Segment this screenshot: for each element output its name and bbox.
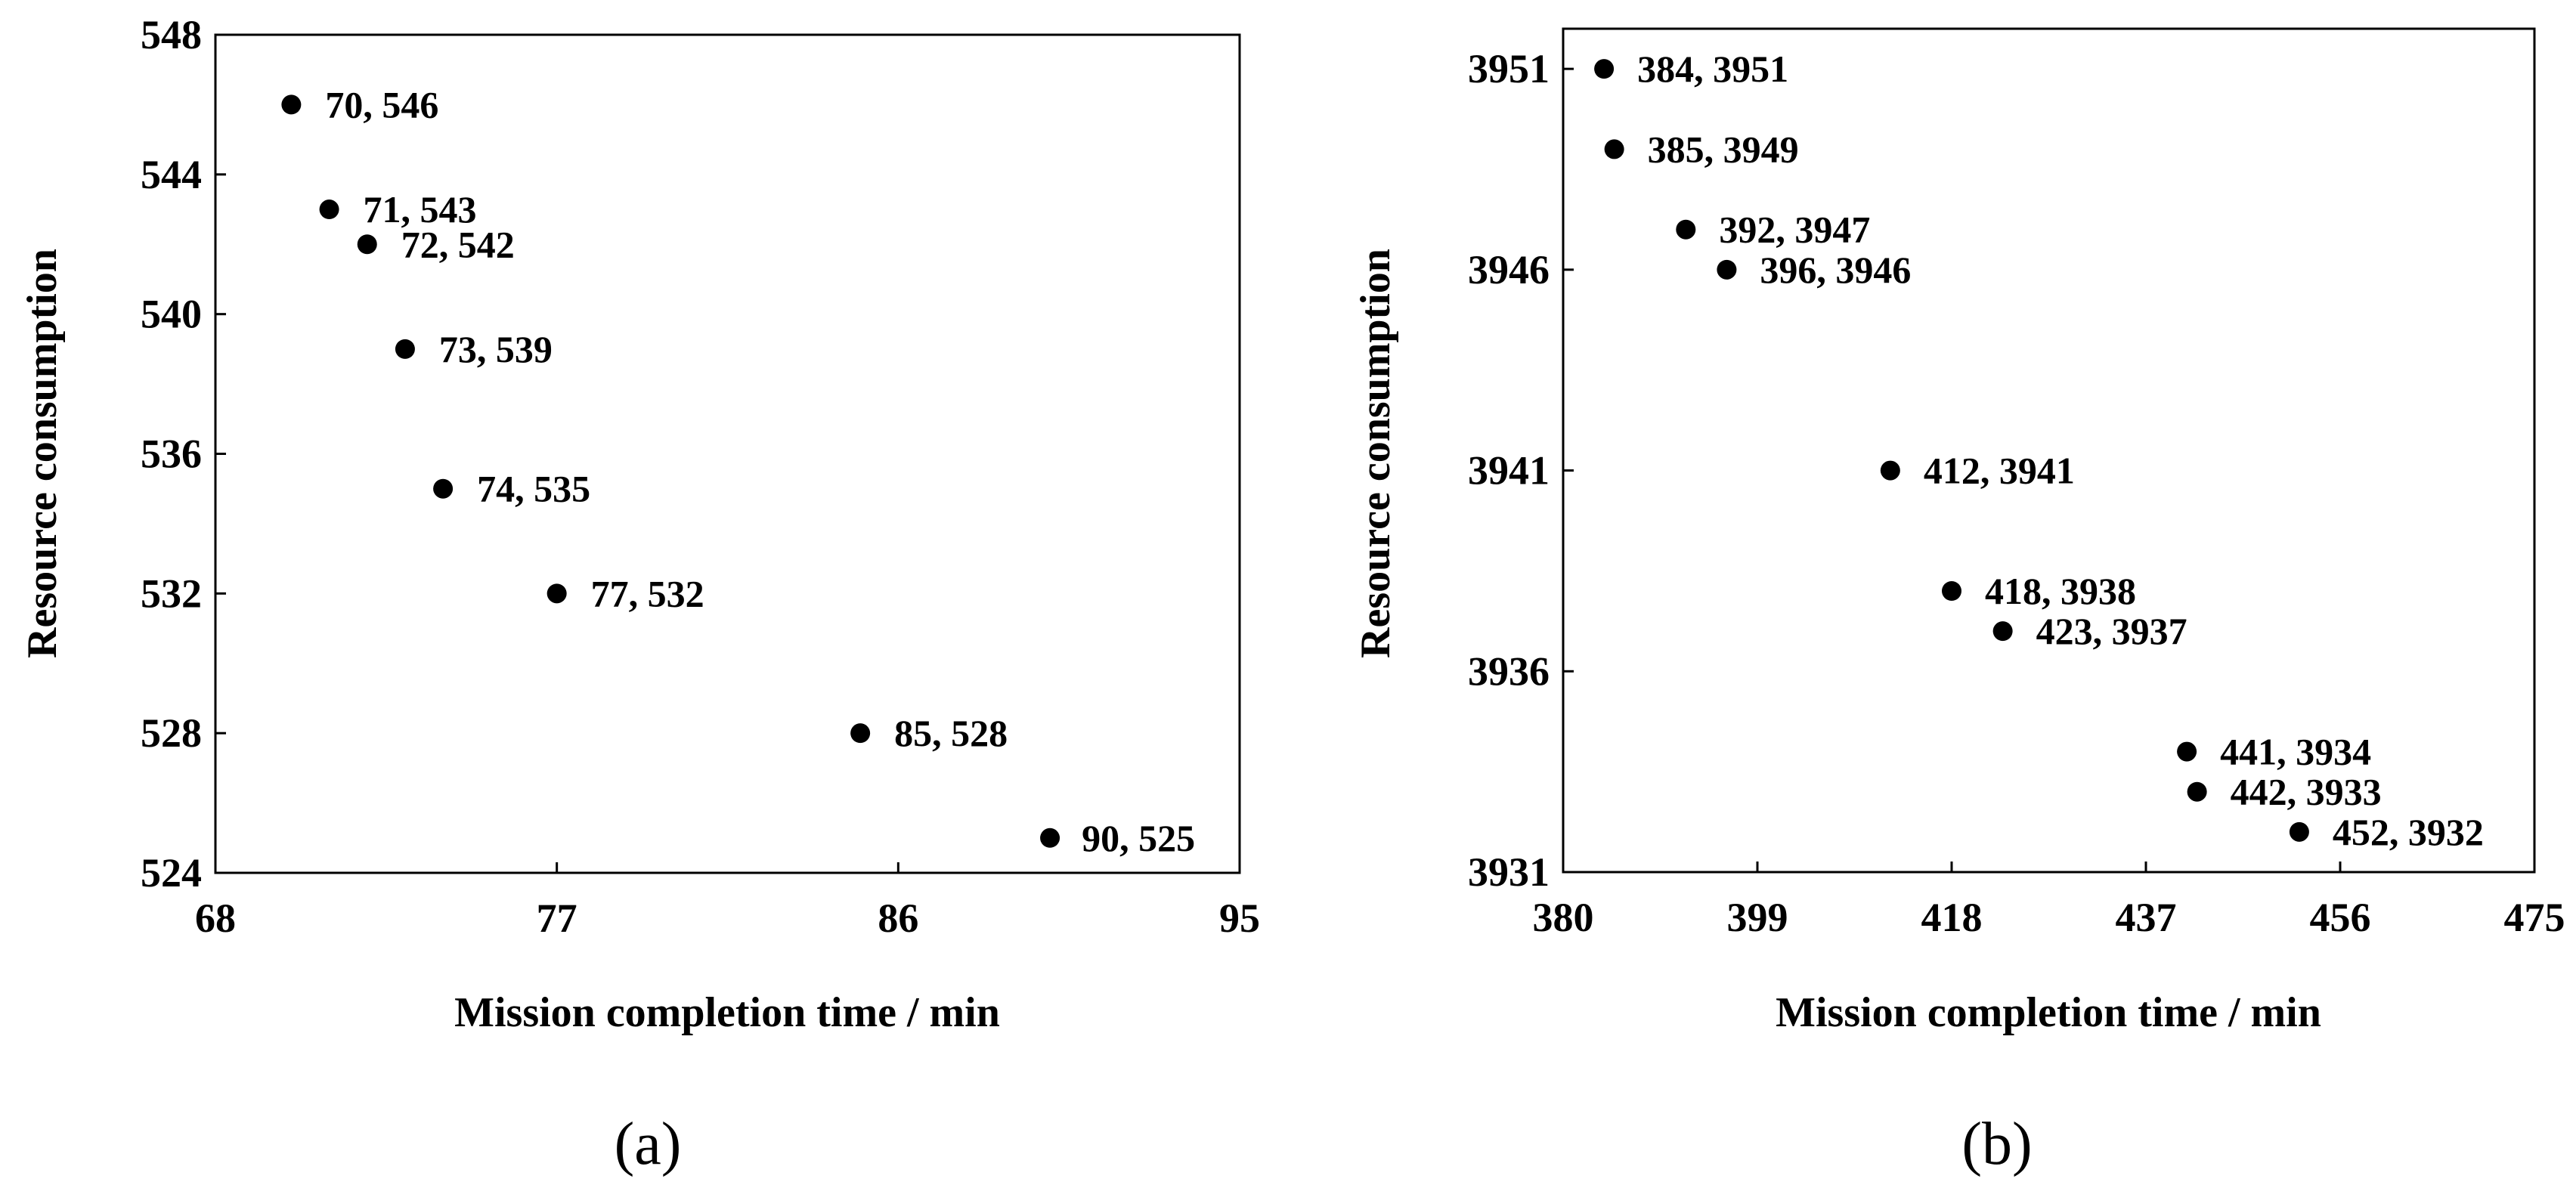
data-point — [1942, 581, 1961, 601]
x-tick-labels: 68 77 86 95 — [195, 896, 1260, 941]
data-label: 71, 543 — [364, 188, 477, 230]
data-label: 72, 542 — [401, 223, 515, 265]
data-label: 73, 539 — [439, 328, 553, 370]
x-tick-label: 380 — [1533, 895, 1594, 940]
y-tick-label: 3951 — [1468, 46, 1550, 91]
y-tick-label: 532 — [141, 571, 202, 616]
y-tick-label: 536 — [141, 432, 202, 477]
data-label: 385, 3949 — [1648, 128, 1799, 170]
data-label: 396, 3946 — [1760, 249, 1911, 291]
x-axis-title: Mission completion time / min — [454, 989, 1000, 1036]
data-label: 441, 3934 — [2220, 731, 2371, 773]
x-tick-label: 418 — [1921, 895, 1983, 940]
data-point — [319, 200, 339, 220]
data-label: 74, 535 — [477, 468, 590, 510]
x-tick-labels: 380 399 418 437 456 475 — [1533, 895, 2565, 940]
y-tick-label: 548 — [141, 12, 202, 57]
data-label: 412, 3941 — [1924, 450, 2075, 492]
y-tick-label: 544 — [141, 152, 202, 197]
y-tick-label: 524 — [141, 850, 202, 896]
data-point — [1594, 59, 1615, 79]
data-point — [1717, 259, 1737, 280]
data-point — [546, 583, 567, 604]
data-point — [1880, 460, 1900, 481]
y-tick-label: 540 — [141, 292, 202, 337]
panel-caption-a: (a) — [615, 1111, 682, 1177]
x-tick-label: 68 — [195, 896, 236, 941]
y-tick-label: 3941 — [1468, 448, 1550, 493]
data-point — [1040, 828, 1060, 848]
data-label: 442, 3933 — [2231, 771, 2382, 813]
data-label: 423, 3937 — [2036, 610, 2187, 652]
y-tick-label: 3936 — [1468, 648, 1550, 694]
data-point — [1676, 219, 1696, 240]
y-tick-label: 3946 — [1468, 247, 1550, 292]
tick-marks — [214, 33, 1241, 874]
data-points — [1594, 59, 2309, 842]
x-tick-label: 456 — [2310, 895, 2371, 940]
x-tick-label: 437 — [2116, 895, 2177, 940]
y-axis-title: Resource consumption — [1352, 249, 1399, 658]
plot-area-frame — [1562, 27, 2536, 874]
data-label: 77, 532 — [591, 572, 704, 614]
data-point — [281, 94, 302, 115]
data-label: 392, 3947 — [1719, 209, 1870, 251]
data-point — [2177, 741, 2197, 762]
x-tick-label: 86 — [878, 896, 918, 941]
data-label: 85, 528 — [894, 712, 1008, 754]
y-tick-labels: 524 528 532 536 540 544 548 — [141, 12, 202, 896]
data-label: 384, 3951 — [1637, 48, 1788, 90]
y-axis-title: Resource consumption — [19, 249, 66, 658]
data-point — [395, 339, 415, 359]
data-label: 90, 525 — [1082, 817, 1195, 859]
y-tick-label: 528 — [141, 710, 202, 756]
data-point — [850, 723, 871, 744]
tick-marks — [1562, 67, 2536, 874]
chart-panel-a: 524 528 532 536 540 544 548 68 77 86 95 70, 546 71… — [19, 12, 1260, 1177]
data-point — [2187, 781, 2207, 802]
x-axis-title: Mission completion time / min — [1776, 989, 2321, 1036]
data-label: 452, 3932 — [2333, 811, 2484, 853]
data-point — [433, 478, 454, 499]
x-tick-label: 95 — [1219, 896, 1260, 941]
data-label: 418, 3938 — [1985, 570, 2136, 612]
panel-caption-b: (b) — [1961, 1111, 2032, 1177]
data-point — [357, 234, 377, 255]
x-tick-label: 399 — [1727, 895, 1788, 940]
data-label: 70, 546 — [325, 83, 438, 125]
data-points — [281, 94, 1060, 848]
data-point — [1604, 139, 1624, 159]
data-point — [1992, 621, 2013, 642]
y-tick-labels: 3931 3936 3941 3946 3951 — [1468, 46, 1550, 895]
x-tick-label: 475 — [2504, 895, 2565, 940]
plot-area-frame — [214, 33, 1241, 874]
y-tick-label: 3931 — [1468, 849, 1550, 895]
x-tick-label: 77 — [537, 896, 577, 941]
data-point — [2289, 821, 2309, 842]
